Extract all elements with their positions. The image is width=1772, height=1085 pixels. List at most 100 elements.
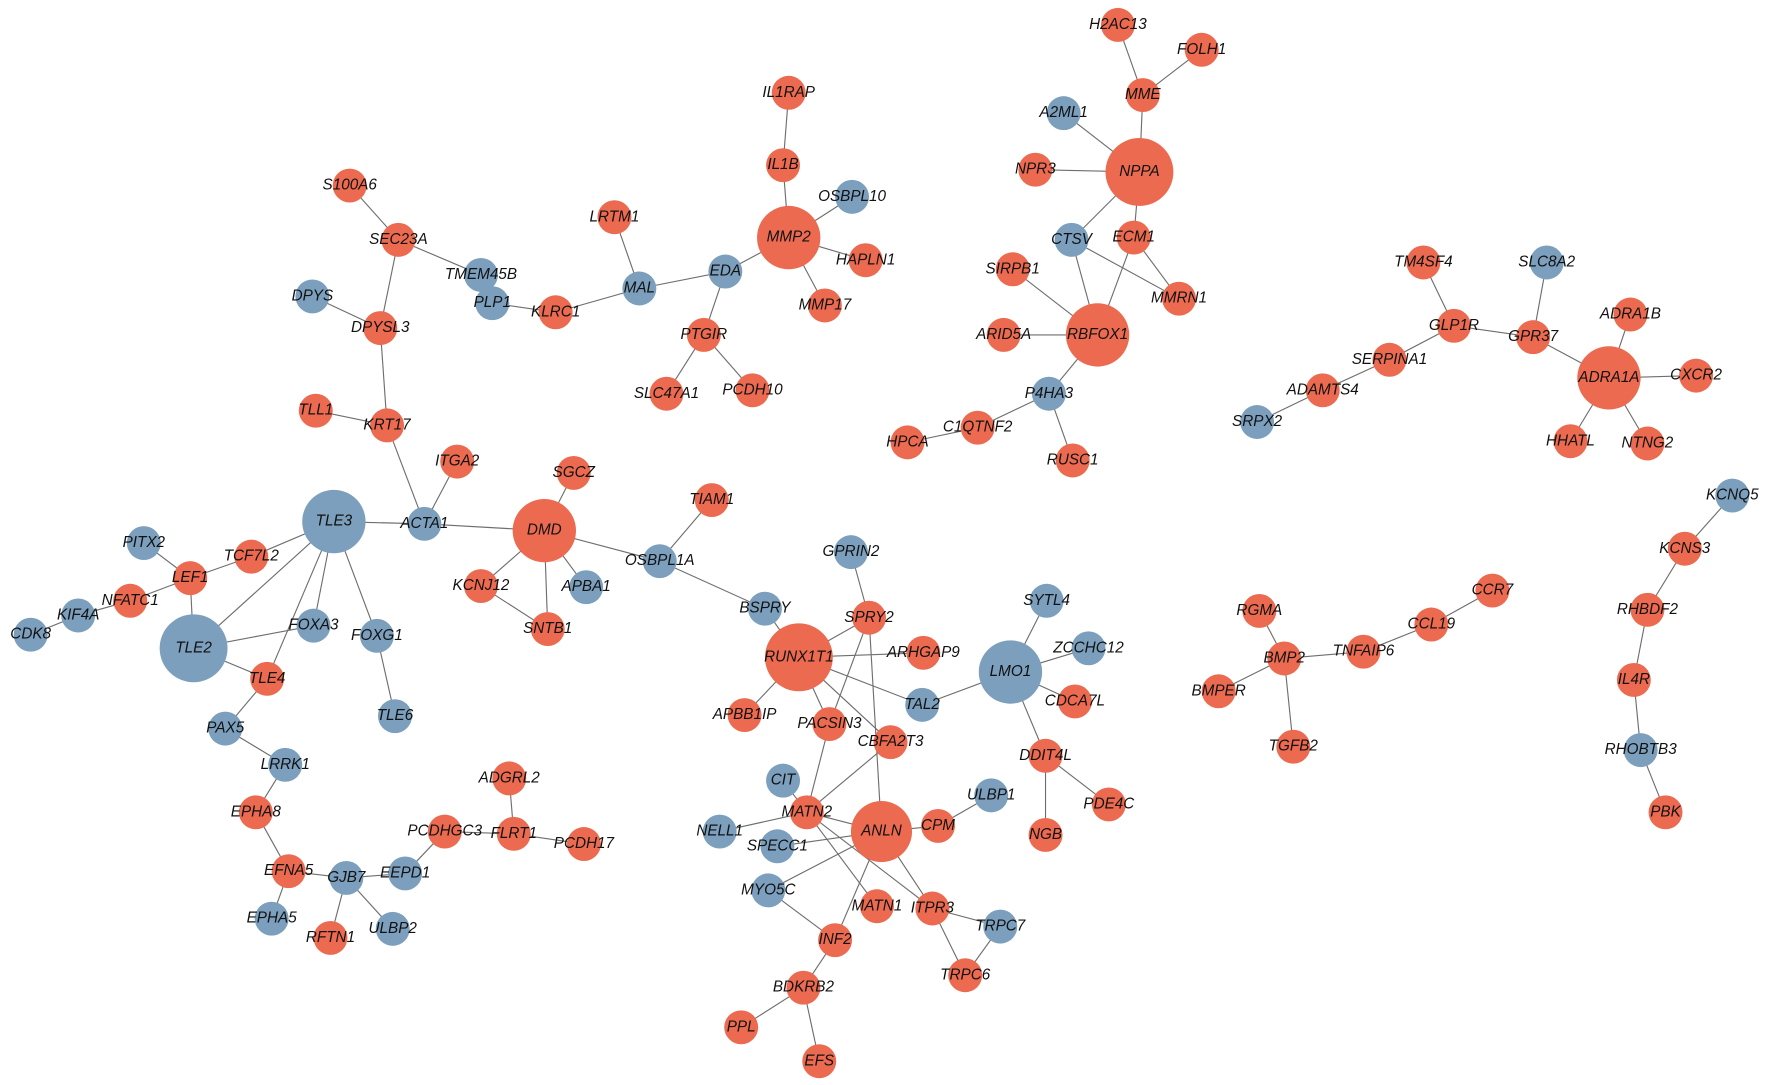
node-label: PCDH10 xyxy=(722,381,783,398)
node-label: LRTM1 xyxy=(590,208,640,225)
node-label: IL1B xyxy=(767,156,798,173)
node-label: RGMA xyxy=(1236,602,1282,619)
node xyxy=(13,617,48,652)
node-label: PTGIR xyxy=(681,326,728,343)
node xyxy=(1162,281,1196,316)
node xyxy=(1028,817,1063,852)
node-label: ANLN xyxy=(860,823,903,840)
node xyxy=(983,909,1018,944)
node-label: GPR37 xyxy=(1508,328,1559,345)
node-label: CCL19 xyxy=(1408,616,1456,633)
node-label: KCNJ12 xyxy=(453,577,510,594)
node xyxy=(512,498,576,563)
node xyxy=(234,539,269,574)
node-label: SRPX2 xyxy=(1232,413,1283,430)
edge xyxy=(828,617,870,725)
node-label: HPCA xyxy=(886,433,928,450)
node xyxy=(751,873,786,908)
node xyxy=(873,725,908,760)
node-label: EPHA5 xyxy=(247,910,298,927)
node-label: RFTN1 xyxy=(306,929,355,946)
node-label: PITX2 xyxy=(123,534,166,551)
node-label: APBB1IP xyxy=(712,706,777,723)
node-label: ARID5A xyxy=(975,326,1031,343)
node xyxy=(915,891,950,926)
node xyxy=(1553,424,1588,459)
node-label: CIT xyxy=(771,772,797,789)
node xyxy=(569,570,604,605)
node-label: RUNX1T1 xyxy=(764,648,834,665)
node xyxy=(1054,222,1089,257)
node-label: PBK xyxy=(1650,803,1681,820)
node-label: PPL xyxy=(727,1018,756,1035)
node xyxy=(1372,342,1407,377)
node xyxy=(238,795,273,830)
node xyxy=(1715,478,1750,513)
node xyxy=(789,795,824,830)
node xyxy=(921,808,956,843)
edge xyxy=(386,425,425,525)
node xyxy=(760,829,795,864)
node-label: EFNA5 xyxy=(264,862,314,879)
node-label: PACSIN3 xyxy=(797,715,862,732)
node-label: RUSC1 xyxy=(1047,452,1099,469)
node xyxy=(1406,245,1441,280)
node-label: MMP17 xyxy=(799,297,852,314)
node-label: SIRPB1 xyxy=(986,260,1040,277)
node xyxy=(812,707,847,742)
node xyxy=(1031,376,1066,411)
node-label: BDKRB2 xyxy=(773,979,835,996)
node-label: RHOBTB3 xyxy=(1605,741,1678,758)
node-label: SLC8A2 xyxy=(1518,254,1575,271)
node xyxy=(496,816,531,851)
node-label: SPRY2 xyxy=(844,609,894,626)
node xyxy=(974,778,1009,813)
node xyxy=(1267,641,1302,676)
node xyxy=(1125,78,1160,113)
node xyxy=(1516,320,1551,355)
edge xyxy=(1071,239,1180,300)
node-label: SERPINA1 xyxy=(1352,351,1428,368)
node xyxy=(1276,729,1311,764)
node-label: NTNG2 xyxy=(1622,435,1674,452)
node-label: ACTA1 xyxy=(399,515,448,532)
node xyxy=(1648,795,1683,830)
node-label: KIF4A xyxy=(57,607,99,624)
node xyxy=(126,526,161,561)
node-label: EFS xyxy=(804,1052,835,1069)
node xyxy=(1100,7,1135,42)
node xyxy=(802,1044,837,1079)
node xyxy=(173,561,208,596)
node-label: MYO5C xyxy=(741,881,796,898)
node-label: ECM1 xyxy=(1113,229,1155,246)
node xyxy=(724,1010,759,1045)
node xyxy=(978,640,1043,704)
node-label: RHBDF2 xyxy=(1617,601,1679,618)
node-label: CPM xyxy=(921,817,955,834)
node xyxy=(1242,593,1277,628)
node xyxy=(1065,303,1130,367)
node xyxy=(1105,138,1174,206)
node xyxy=(1071,631,1106,666)
node xyxy=(850,801,913,863)
node-label: DMD xyxy=(527,522,562,539)
node-label: NGB xyxy=(1029,826,1062,843)
node xyxy=(835,179,870,214)
node-label: BSPRY xyxy=(739,600,792,617)
node-label: DDIT4L xyxy=(1019,747,1072,764)
node xyxy=(771,75,806,110)
node-label: TMEM45B xyxy=(445,266,517,283)
node-label: ADGRL2 xyxy=(478,769,541,786)
node-label: ADAMTS4 xyxy=(1286,381,1359,398)
node xyxy=(766,763,801,798)
node-label: ARHGAP9 xyxy=(886,644,960,661)
node xyxy=(1201,674,1236,709)
node xyxy=(1055,443,1090,478)
node xyxy=(1616,662,1651,697)
node xyxy=(694,483,729,518)
node-label: LMO1 xyxy=(990,663,1032,680)
edge xyxy=(806,811,933,909)
node-label: CDCA7L xyxy=(1045,692,1105,709)
node xyxy=(1613,297,1648,332)
node-label: TRPC7 xyxy=(975,918,1026,935)
